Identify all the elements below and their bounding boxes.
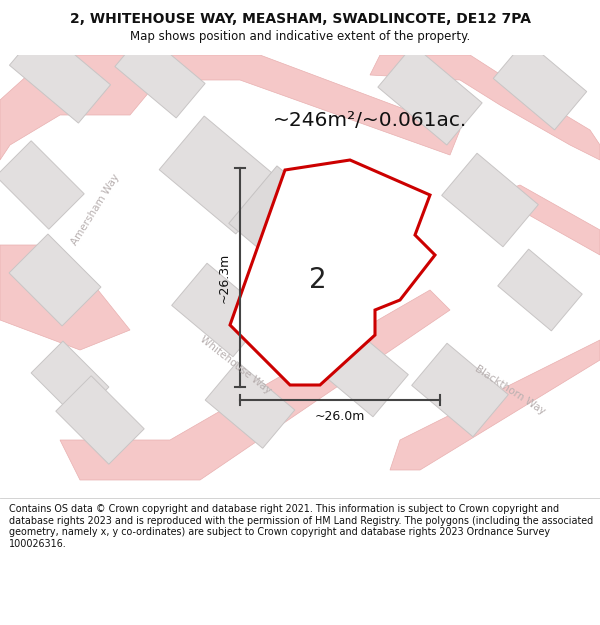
Polygon shape — [0, 245, 130, 350]
Polygon shape — [390, 340, 600, 470]
Polygon shape — [160, 55, 460, 155]
Polygon shape — [378, 45, 482, 145]
Polygon shape — [205, 362, 295, 448]
Polygon shape — [115, 32, 205, 118]
Polygon shape — [10, 27, 110, 123]
Text: Map shows position and indicative extent of the property.: Map shows position and indicative extent… — [130, 30, 470, 43]
Polygon shape — [31, 341, 109, 419]
Polygon shape — [159, 116, 281, 234]
Polygon shape — [442, 153, 538, 247]
Text: ~26.0m: ~26.0m — [315, 409, 365, 422]
Text: ~26.3m: ~26.3m — [218, 253, 230, 302]
Polygon shape — [412, 343, 508, 437]
Polygon shape — [0, 141, 84, 229]
Polygon shape — [311, 323, 409, 417]
Polygon shape — [60, 290, 450, 480]
Text: 2, WHITEHOUSE WAY, MEASHAM, SWADLINCOTE, DE12 7PA: 2, WHITEHOUSE WAY, MEASHAM, SWADLINCOTE,… — [70, 12, 530, 26]
Polygon shape — [9, 234, 101, 326]
Polygon shape — [370, 55, 600, 160]
Text: Blackthorn Way: Blackthorn Way — [473, 364, 547, 416]
Text: Contains OS data © Crown copyright and database right 2021. This information is : Contains OS data © Crown copyright and d… — [9, 504, 593, 549]
Text: ~246m²/~0.061ac.: ~246m²/~0.061ac. — [273, 111, 467, 129]
Polygon shape — [230, 160, 435, 385]
Polygon shape — [172, 263, 268, 357]
Polygon shape — [229, 166, 361, 294]
Polygon shape — [493, 40, 587, 130]
Polygon shape — [498, 249, 582, 331]
Polygon shape — [0, 55, 180, 160]
Text: Whitehouse Way: Whitehouse Way — [197, 334, 272, 396]
Text: 2: 2 — [309, 266, 327, 294]
Polygon shape — [56, 376, 144, 464]
Polygon shape — [480, 185, 600, 255]
Text: Amersham Way: Amersham Way — [69, 173, 121, 248]
